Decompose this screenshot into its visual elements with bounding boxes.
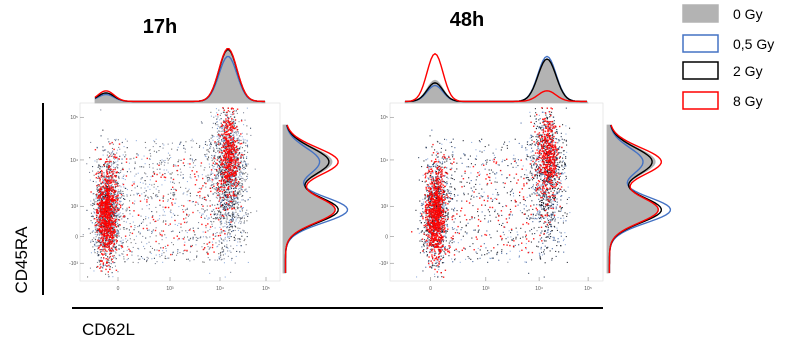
x-ticks-48h: 0 10³ 10⁴ 10⁵ [429, 277, 592, 292]
legend-swatch-0gy [682, 4, 719, 23]
y-tick-label: 10³ [71, 204, 79, 210]
x-tick-label: 0 [429, 286, 432, 292]
x-tick-label: 10³ [166, 286, 174, 292]
y-tick-label: 0 [385, 235, 388, 241]
y-tick-label: 10⁴ [380, 158, 388, 164]
y-histogram-curve-8-gy [284, 124, 339, 273]
scatter-series-8-gy [411, 107, 563, 278]
legend-label-8gy: 8 Gy [733, 93, 763, 109]
legend-swatch-2gy [682, 61, 719, 80]
x-histogram-48h [404, 52, 589, 104]
legend-swatch-8gy [682, 91, 719, 110]
x-tick-label: 10⁵ [262, 286, 270, 292]
x-tick-label: 10⁴ [216, 286, 224, 292]
y-tick-label: 0 [75, 235, 78, 241]
y-tick-label: 10⁵ [70, 115, 78, 121]
x-histogram-curve-0-gy [404, 58, 589, 104]
y-axis-title: CD45RA [12, 226, 31, 294]
x-histogram-17h [94, 48, 266, 104]
y-histogram-48h [606, 124, 672, 274]
x-histogram-curve-8-gy [404, 52, 587, 103]
x-histogram-curve-8-gy [94, 48, 265, 103]
y-tick-label: -10³ [379, 261, 388, 267]
y-tick-label: 10⁴ [70, 158, 78, 164]
panel-48h: 0 10³ 10⁴ 10⁵ -10³ 0 10³ 10⁴ 10⁵ [379, 52, 672, 292]
panel-title-48h: 48h [450, 9, 484, 31]
legend-label-0-5gy: 0,5 Gy [733, 36, 774, 52]
y-histogram-curve-8-gy [608, 124, 663, 273]
x-tick-label: 0 [117, 286, 120, 292]
panel-17h: 0 10³ 10⁴ 10⁵ -10³ 0 10³ 10⁴ 10⁵ [69, 48, 349, 292]
y-tick-label: 10⁵ [380, 115, 388, 121]
y-histogram-curve-0-gy [282, 124, 336, 274]
scatter-points-48h [411, 107, 571, 278]
scatter-points-17h [82, 107, 258, 278]
x-tick-label: 10³ [482, 286, 490, 292]
legend-swatch-0-5gy [682, 34, 719, 53]
scatter-series-8-gy [90, 107, 244, 273]
legend-label-2gy: 2 Gy [733, 63, 763, 79]
y-ticks-48h: -10³ 0 10³ 10⁴ 10⁵ [379, 115, 394, 267]
x-tick-label: 10⁵ [584, 286, 592, 292]
y-tick-label: 10³ [381, 204, 389, 210]
y-ticks-17h: -10³ 0 10³ 10⁴ 10⁵ [69, 115, 84, 267]
y-histogram-curve-0-gy [606, 124, 659, 274]
scatter-frame-48h [389, 102, 604, 282]
x-tick-label: 10⁴ [535, 286, 543, 292]
x-ticks-17h: 0 10³ 10⁴ 10⁵ [117, 277, 270, 292]
legend-label-0gy: 0 Gy [733, 6, 763, 22]
x-axis-title: CD62L [82, 320, 135, 339]
legend: 0 Gy 0,5 Gy 2 Gy 8 Gy [682, 4, 774, 110]
panel-title-17h: 17h [143, 16, 177, 38]
y-histogram-17h [282, 124, 349, 274]
y-tick-label: -10³ [69, 261, 78, 267]
